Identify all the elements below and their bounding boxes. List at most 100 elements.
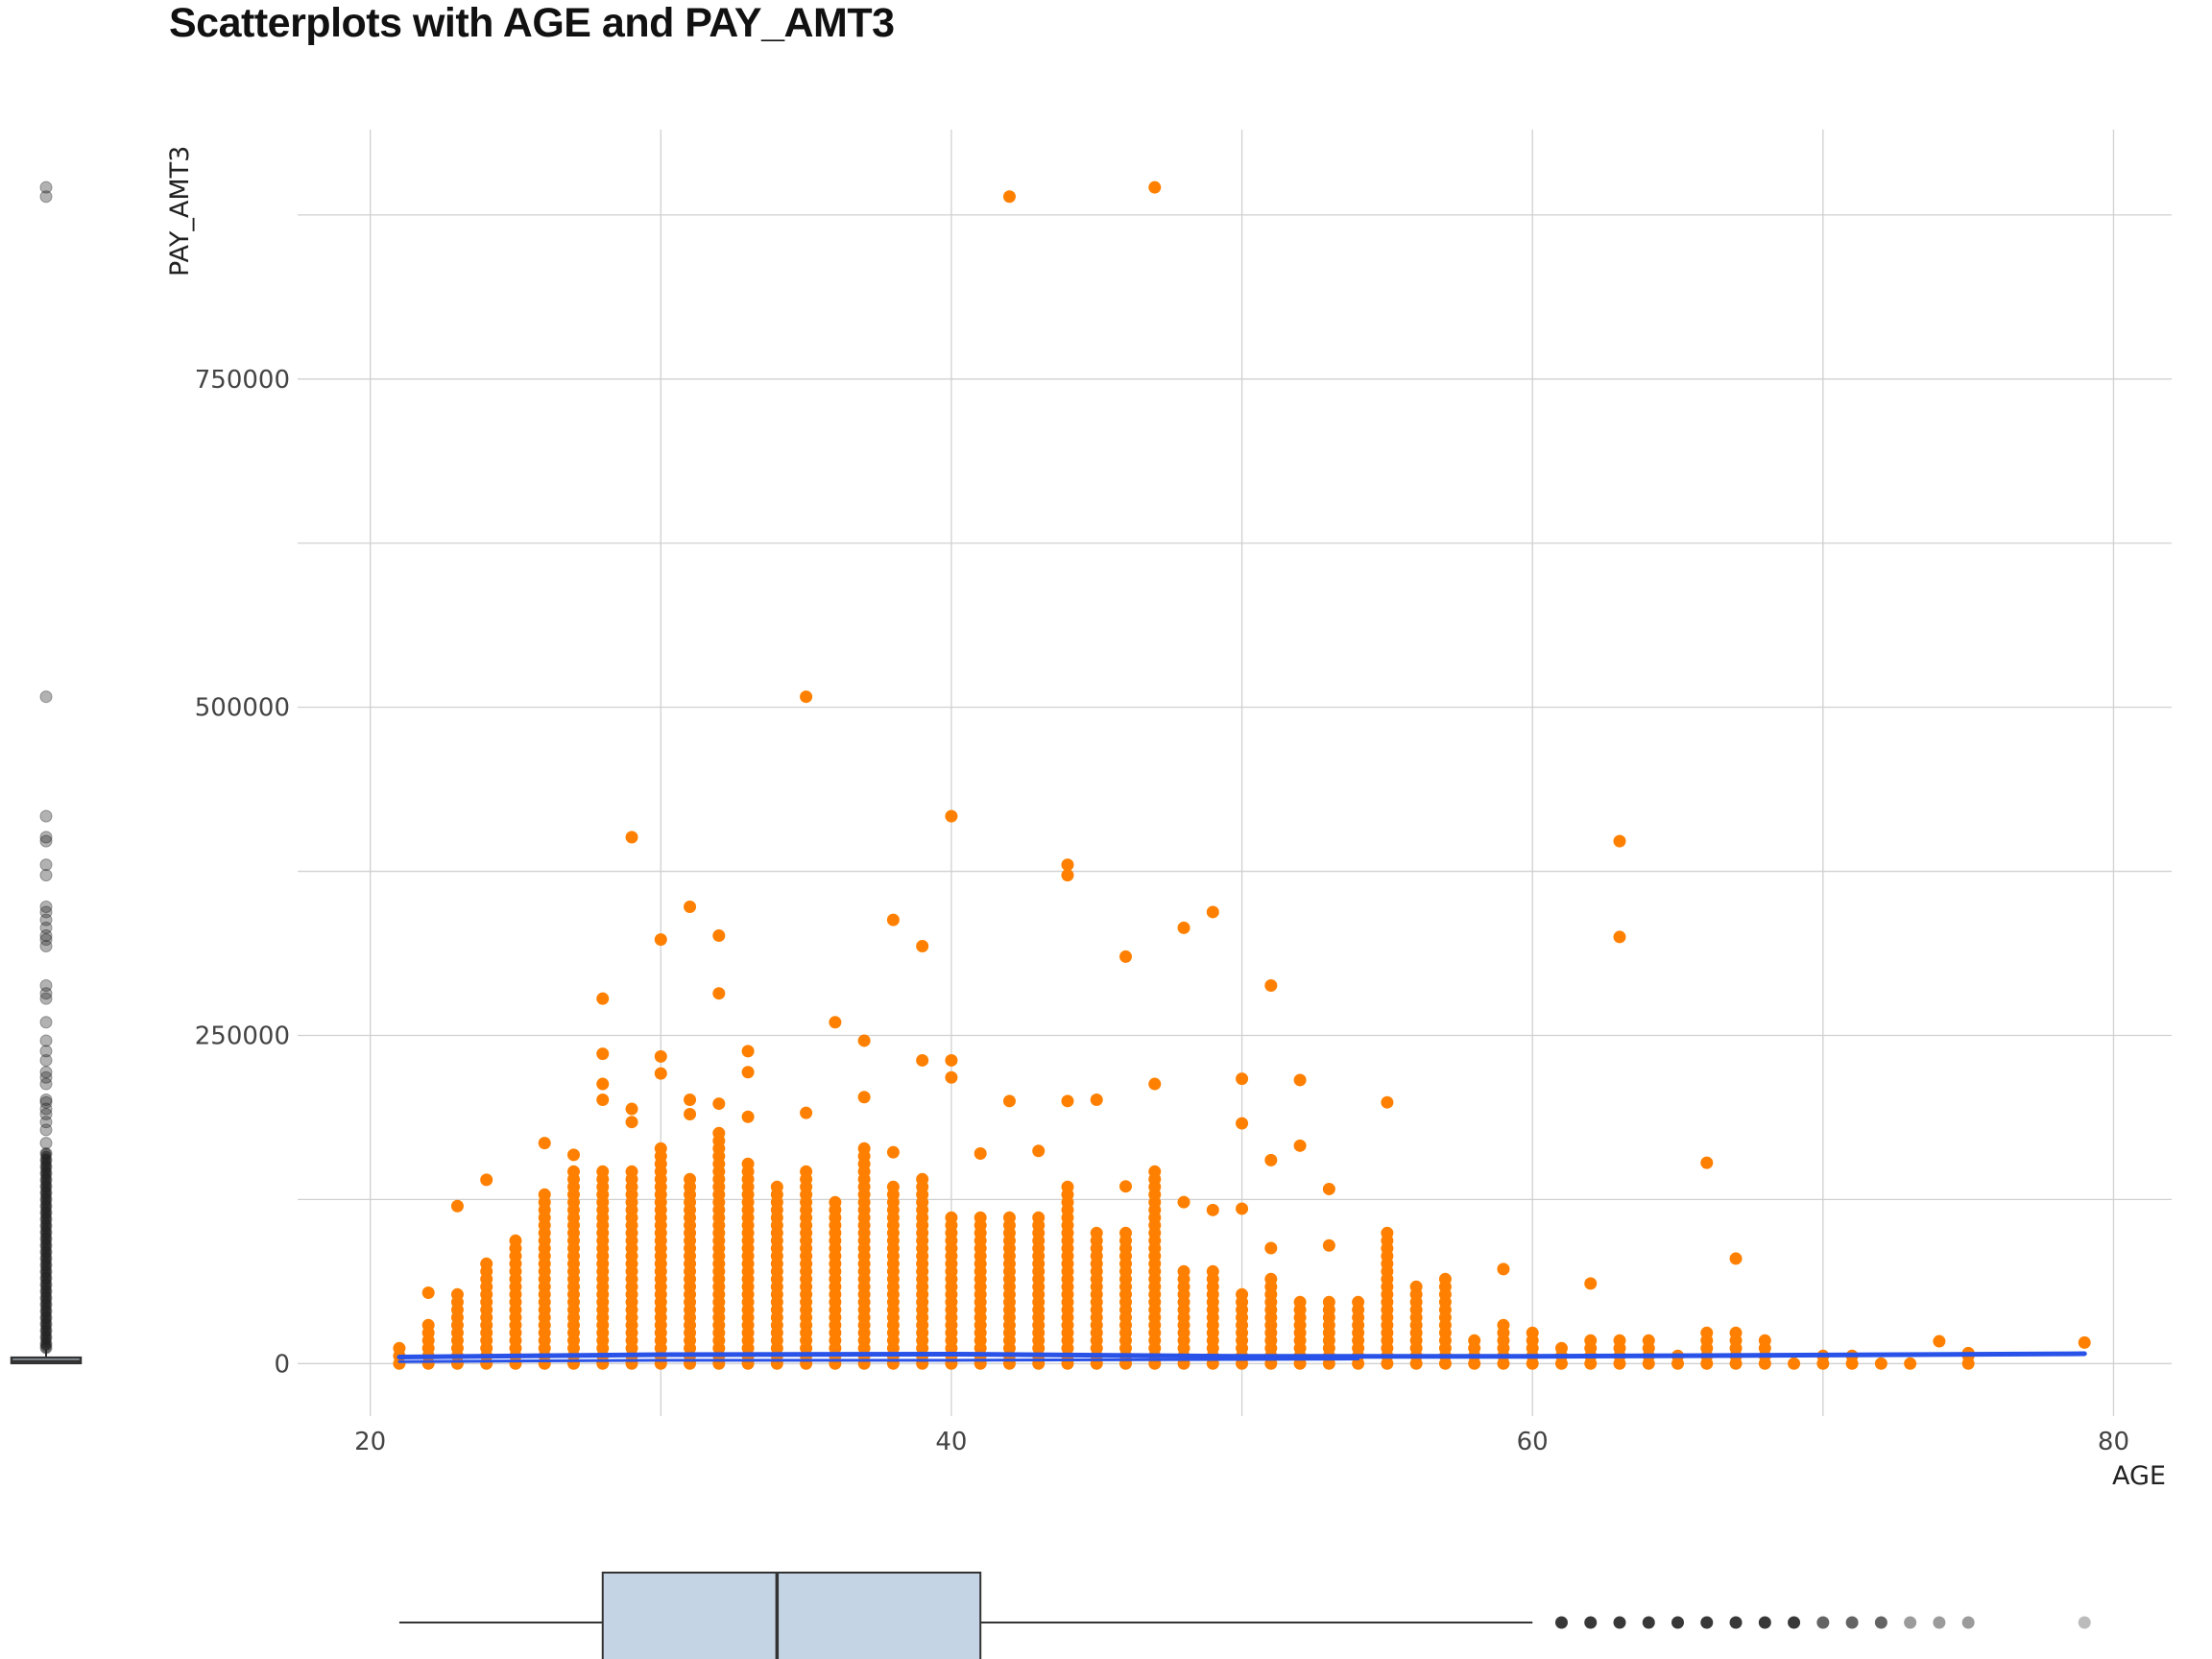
y-tick-label: 0 bbox=[274, 1350, 290, 1379]
age-outlier bbox=[1554, 1616, 1568, 1629]
pay-outlier bbox=[39, 1123, 53, 1137]
scatter-point bbox=[1002, 1211, 1016, 1224]
scatter-point bbox=[945, 1070, 958, 1084]
age-outlier bbox=[1700, 1616, 1714, 1629]
scatter-point bbox=[625, 830, 638, 844]
scatter-point bbox=[974, 1147, 987, 1161]
scatter-point bbox=[1874, 1357, 1887, 1370]
scatter-point bbox=[886, 913, 900, 926]
scatter-point bbox=[800, 1165, 813, 1178]
scatter-point bbox=[480, 1173, 493, 1187]
chart-title: Scatterplots with AGE and PAY_AMT3 bbox=[169, 0, 895, 46]
scatter-point bbox=[684, 900, 697, 913]
scatter-point bbox=[1613, 930, 1626, 944]
age-outlier bbox=[1671, 1616, 1685, 1629]
scatter-point bbox=[712, 1097, 726, 1111]
scatter-point bbox=[1497, 1262, 1510, 1276]
scatter-point bbox=[945, 1053, 958, 1067]
scatter-point bbox=[567, 1148, 581, 1162]
scatter-point bbox=[1032, 1211, 1046, 1224]
scatter-point bbox=[1264, 1272, 1278, 1286]
scatter-point bbox=[1236, 1202, 1249, 1215]
scatter-point bbox=[916, 939, 929, 952]
scatter-point bbox=[1729, 1326, 1743, 1339]
scatter-point bbox=[1933, 1334, 1946, 1348]
pay-outlier bbox=[39, 190, 53, 204]
scatter-point bbox=[2078, 1335, 2091, 1349]
scatter-point bbox=[1352, 1295, 1365, 1309]
scatter-point bbox=[1497, 1318, 1510, 1332]
pay-outlier bbox=[39, 979, 53, 993]
scatter-point bbox=[1061, 858, 1074, 872]
scatter-point bbox=[1293, 1073, 1307, 1087]
scatter-point bbox=[684, 1172, 697, 1186]
age-outlier bbox=[1613, 1616, 1626, 1629]
scatter-point bbox=[596, 1165, 610, 1178]
x-tick-label: 60 bbox=[1517, 1428, 1549, 1456]
scatter-point bbox=[945, 809, 958, 823]
scatter-point bbox=[741, 1066, 755, 1079]
age-outlier bbox=[1758, 1616, 1771, 1629]
scatter-point bbox=[1032, 1144, 1046, 1158]
age-outlier bbox=[1584, 1616, 1598, 1629]
pay-outlier bbox=[39, 987, 53, 1000]
scatter-point bbox=[596, 992, 610, 1005]
scatter-point bbox=[1293, 1295, 1307, 1309]
pay-outlier bbox=[39, 1066, 53, 1079]
scatter-point bbox=[538, 1188, 551, 1201]
scatter-point bbox=[421, 1318, 435, 1332]
scatter-point bbox=[654, 933, 667, 947]
scatter-point bbox=[1002, 190, 1016, 204]
scatter-point bbox=[916, 1172, 929, 1186]
scatter-point bbox=[1090, 1093, 1103, 1106]
trend-line bbox=[397, 1358, 1360, 1363]
scatter-point bbox=[1613, 1334, 1626, 1347]
scatter-point bbox=[1206, 1264, 1219, 1278]
pay-outlier bbox=[39, 1077, 53, 1091]
scatter-point bbox=[1206, 905, 1219, 919]
y-axis-title: PAY_AMT3 bbox=[165, 146, 195, 276]
scatter-point bbox=[596, 1077, 610, 1091]
pay-outlier bbox=[39, 809, 53, 823]
age-outlier bbox=[1961, 1616, 1975, 1629]
grid-lines bbox=[298, 130, 2172, 1416]
age-marginal-boxplot bbox=[398, 1572, 2091, 1659]
scatter-point bbox=[712, 987, 726, 1000]
scatter-point bbox=[857, 1091, 871, 1104]
scatter-point bbox=[1061, 1094, 1074, 1108]
scatter-point bbox=[1322, 1295, 1335, 1309]
axis-labels: 20 40 60 80 0 250000 500000 750000 bbox=[195, 366, 2129, 1456]
scatter-point bbox=[1177, 1264, 1190, 1278]
scatter-point bbox=[1700, 1156, 1714, 1169]
scatter-point bbox=[916, 1053, 929, 1067]
scatter-point bbox=[1119, 950, 1133, 963]
scatter-point bbox=[1642, 1334, 1655, 1347]
scatter-point bbox=[625, 1102, 638, 1116]
pay-outlier bbox=[39, 1108, 53, 1121]
pay-outlier bbox=[39, 1034, 53, 1047]
pay-outlier bbox=[39, 1016, 53, 1029]
age-outlier bbox=[2078, 1616, 2091, 1629]
scatter-point bbox=[1119, 1180, 1133, 1193]
scatter-point bbox=[684, 1093, 697, 1106]
pay-outlier bbox=[39, 905, 53, 919]
age-box bbox=[601, 1572, 982, 1659]
scatter-point bbox=[829, 1016, 842, 1029]
age-outlier bbox=[1788, 1616, 1801, 1629]
age-outlier bbox=[1845, 1616, 1859, 1629]
pay-outlier bbox=[39, 830, 53, 844]
scatter-point bbox=[596, 1047, 610, 1061]
scatter-point bbox=[1177, 921, 1190, 934]
scatter-point bbox=[1904, 1357, 1917, 1370]
y-tick-label: 500000 bbox=[195, 694, 290, 723]
scatter-point bbox=[1584, 1334, 1598, 1347]
scatter-point bbox=[1409, 1280, 1423, 1293]
pay-outlier bbox=[39, 180, 53, 194]
pay-outlier bbox=[39, 1137, 53, 1150]
scatter-point bbox=[1002, 1094, 1016, 1108]
scatter-point bbox=[625, 1116, 638, 1129]
age-outlier bbox=[1729, 1616, 1743, 1629]
scatter-point bbox=[567, 1165, 581, 1178]
pay-outlier bbox=[39, 690, 53, 704]
